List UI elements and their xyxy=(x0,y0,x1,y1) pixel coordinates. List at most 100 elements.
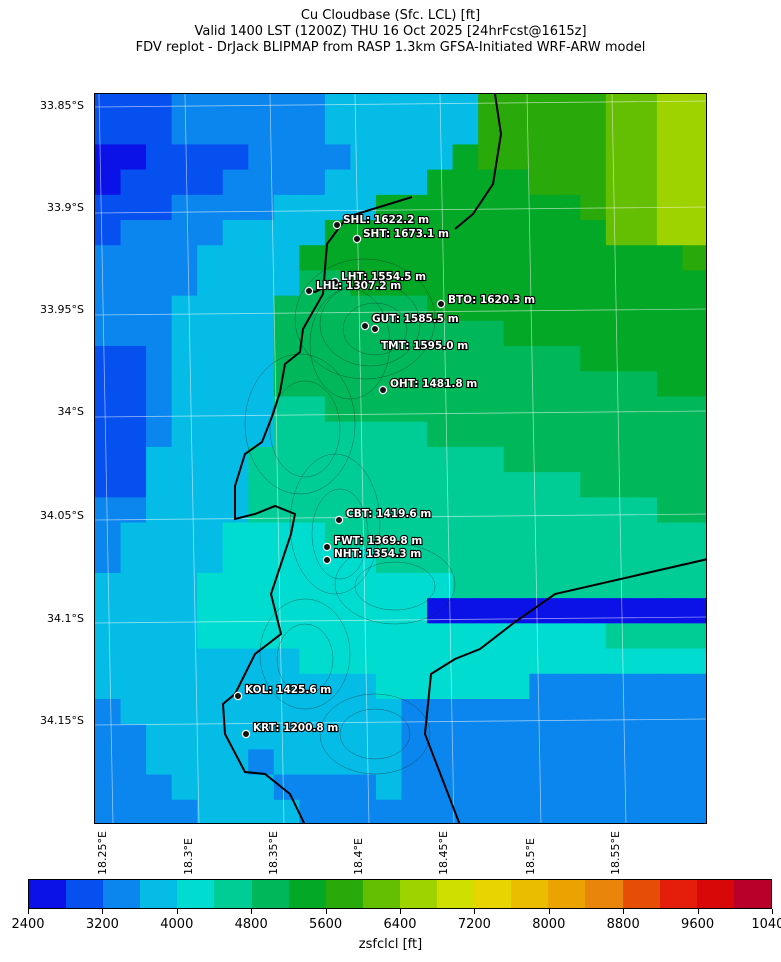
colorbar-tick-label: 2400 xyxy=(11,917,45,932)
colorbar-tick-mark xyxy=(623,909,625,914)
station-bto[interactable]: BTO: 1620.3 m xyxy=(436,293,536,309)
station-dot xyxy=(378,385,388,395)
lon-label: 18.55°E xyxy=(609,831,622,875)
lat-label: 33.9°S xyxy=(47,201,84,214)
colorbar-tick-label: 8800 xyxy=(606,917,640,932)
lat-label: 34.05°S xyxy=(40,509,84,522)
colorbar-tick-mark xyxy=(548,909,550,914)
colorbar-swatch xyxy=(325,880,363,908)
station-krt[interactable]: KRT: 1200.8 m xyxy=(241,721,339,739)
colorbar-swatch xyxy=(66,880,104,908)
map-canvas: SHL: 1622.2 m SHT: 1673.1 m LHT: 1554.5 mL… xyxy=(95,94,706,823)
colorbar-tick-label: 3200 xyxy=(85,917,119,932)
colorbar-swatch xyxy=(103,880,141,908)
station-dot xyxy=(330,277,340,287)
colorbar-tick-mark xyxy=(474,909,476,914)
colorbar-tick-label: 4000 xyxy=(160,917,194,932)
station-lhl[interactable]: LHL: 1307.2 m xyxy=(304,279,402,296)
station-dot xyxy=(352,234,362,244)
colorbar-swatch xyxy=(659,880,697,908)
lat-label: 33.95°S xyxy=(40,303,84,316)
colorbar-swatch xyxy=(585,880,623,908)
colorbar-swatch xyxy=(622,880,660,908)
colorbar-swatch xyxy=(140,880,178,908)
station-label: KRT: 1200.8 m xyxy=(253,722,338,734)
lat-label: 33.85°S xyxy=(40,99,84,112)
colorbar-label: zsfclcl [ft] xyxy=(358,937,423,952)
colorbar-tick-mark xyxy=(697,909,699,914)
model-subtitle: FDV replot - DrJack BLIPMAP from RASP 1.… xyxy=(135,40,646,55)
colorbar-swatch xyxy=(696,880,734,908)
station-label: FWT: 1369.8 m xyxy=(334,535,422,547)
station-shl[interactable]: SHL: 1622.2 m xyxy=(332,213,430,230)
colorbar-tick-label: 4800 xyxy=(234,917,268,932)
colorbar-swatch xyxy=(733,880,771,908)
terrain-contours xyxy=(244,258,456,775)
station-label: LHT: 1554.5 m xyxy=(341,271,426,283)
station-label: BTO: 1620.3 m xyxy=(448,294,535,306)
station-fwt[interactable]: FWT: 1369.8 m xyxy=(322,534,423,552)
colorbar-tick-mark xyxy=(251,909,253,914)
colorbar-tick-label: 9600 xyxy=(681,917,715,932)
colorbar-swatch xyxy=(177,880,215,908)
station-dot xyxy=(332,220,342,230)
cloudbase-field xyxy=(95,94,706,823)
colorbar-swatch xyxy=(474,880,512,908)
colorbar-swatch xyxy=(29,880,67,908)
colorbar xyxy=(28,879,772,909)
colorbar-swatch xyxy=(251,880,289,908)
station-nht[interactable]: NHT: 1354.3 m xyxy=(322,547,422,565)
colorbar-swatch xyxy=(548,880,586,908)
colorbar-tick-label: 8000 xyxy=(532,917,566,932)
station-dot xyxy=(233,691,243,701)
station-oht[interactable]: OHT: 1481.8 m xyxy=(378,377,478,395)
station-dot xyxy=(322,555,332,565)
station-label: SHT: 1673.1 m xyxy=(363,228,449,240)
station-kol[interactable]: KOL: 1425.6 m xyxy=(233,683,332,701)
station-label: KOL: 1425.6 m xyxy=(245,684,331,696)
station-dot xyxy=(304,286,314,296)
lat-label: 34.15°S xyxy=(40,714,84,727)
graticule xyxy=(95,94,706,823)
colorbar-swatch xyxy=(288,880,326,908)
valid-time-subtitle: Valid 1400 LST (1200Z) THU 16 Oct 2025 [… xyxy=(194,24,587,39)
coastline xyxy=(221,94,706,823)
colorbar-swatch xyxy=(399,880,438,908)
colorbar-tick-mark xyxy=(772,909,773,914)
station-dot xyxy=(370,324,380,334)
lon-label: 18.4°E xyxy=(352,838,365,875)
station-lht[interactable]: LHT: 1554.5 m xyxy=(330,270,427,287)
lon-label: 18.3°E xyxy=(182,838,195,875)
station-sht[interactable]: SHT: 1673.1 m xyxy=(352,227,450,244)
station-label: CBT: 1419.6 m xyxy=(346,508,431,520)
station-gut[interactable]: GUT: 1585.5 m xyxy=(360,312,460,331)
lon-label: 18.25°E xyxy=(96,831,109,875)
colorbar-tick-label: 10400 xyxy=(751,917,781,932)
lat-label: 34.1°S xyxy=(47,612,84,625)
colorbar-tick-mark xyxy=(325,909,327,914)
station-dot xyxy=(241,729,251,739)
lon-label: 18.35°E xyxy=(267,831,280,875)
colorbar-tick-mark xyxy=(102,909,104,914)
map-title: Cu Cloudbase (Sfc. LCL) [ft] xyxy=(300,8,481,23)
colorbar-swatch xyxy=(437,880,475,908)
station-cbt[interactable]: CBT: 1419.6 m xyxy=(334,507,432,525)
station-tmt[interactable]: TMT: 1595.0 m xyxy=(370,324,469,353)
station-dot xyxy=(436,299,446,309)
colorbar-tick-mark xyxy=(176,909,178,914)
colorbar-swatch xyxy=(214,880,252,908)
lat-label: 34°S xyxy=(57,405,84,418)
colorbar-swatch xyxy=(362,880,400,908)
station-dot xyxy=(322,542,332,552)
station-label: SHL: 1622.2 m xyxy=(343,214,429,226)
colorbar-swatch xyxy=(511,880,549,908)
station-label: TMT: 1595.0 m xyxy=(381,340,468,352)
station-label: NHT: 1354.3 m xyxy=(334,548,421,560)
station-label: OHT: 1481.8 m xyxy=(390,378,477,390)
lon-label: 18.45°E xyxy=(437,831,450,875)
colorbar-tick-mark xyxy=(28,909,29,914)
station-label: LHL: 1307.2 m xyxy=(316,280,401,292)
colorbar-tick-label: 5600 xyxy=(309,917,343,932)
station-label: GUT: 1585.5 m xyxy=(372,313,459,325)
